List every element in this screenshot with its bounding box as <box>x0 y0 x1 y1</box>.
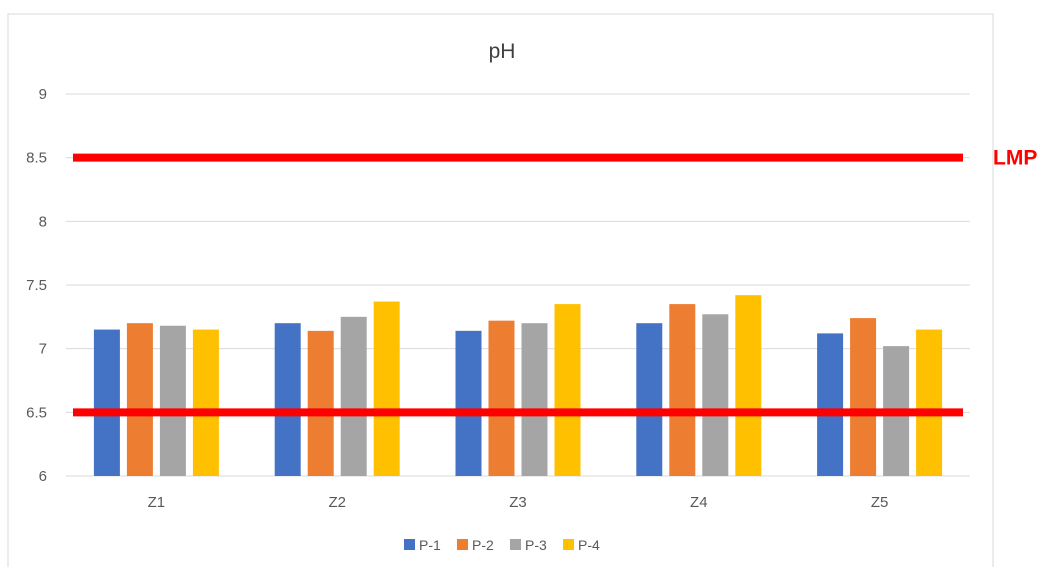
legend-label: P-2 <box>472 537 494 553</box>
legend-label: P-4 <box>578 537 600 553</box>
bar-p-4-z5 <box>916 329 943 476</box>
bar-p-3-z3 <box>521 323 548 476</box>
bar-p-4-z3 <box>554 304 581 476</box>
bar-p-2-z1 <box>126 323 153 476</box>
x-tick-label: Z1 <box>148 494 166 511</box>
bar-p-1-z4 <box>636 323 663 476</box>
bar-p-4-z1 <box>192 329 219 476</box>
reference-line-label: LMP <box>993 147 1037 170</box>
chart-title: pH <box>489 40 516 63</box>
legend-swatch <box>457 539 468 550</box>
legend-label: P-1 <box>419 537 441 553</box>
y-tick-label: 6.5 <box>26 404 47 421</box>
bar-p-2-z2 <box>307 330 334 476</box>
bar-p-4-z2 <box>373 301 400 476</box>
y-tick-label: 8.5 <box>26 150 47 167</box>
reference-lines: LMP <box>73 147 1037 417</box>
x-tick-label: Z2 <box>328 494 346 511</box>
x-tick-label: Z5 <box>871 494 889 511</box>
y-tick-label: 7 <box>39 341 47 358</box>
bar-p-1-z5 <box>817 333 844 476</box>
bar-p-1-z1 <box>93 329 120 476</box>
x-tick-label: Z4 <box>690 494 708 511</box>
y-tick-label: 8 <box>39 213 47 230</box>
bar-p-3-z1 <box>159 325 186 476</box>
bar-p-3-z2 <box>340 316 367 476</box>
bar-p-2-z5 <box>850 318 877 476</box>
bar-p-3-z4 <box>702 314 729 476</box>
bar-p-2-z3 <box>488 320 515 476</box>
legend-swatch <box>563 539 574 550</box>
legend-swatch <box>510 539 521 550</box>
y-axis-tick-labels: 6 6.5 7 7.5 8 8.5 9 <box>26 86 47 485</box>
y-tick-label: 7.5 <box>26 277 47 294</box>
legend-swatch <box>404 539 415 550</box>
legend: P-1 P-2 P-3 P-4 <box>404 537 600 553</box>
chart-border <box>7 13 994 567</box>
bar-p-2-z4 <box>669 304 696 476</box>
y-tick-label: 6 <box>39 468 47 485</box>
bar-p-1-z2 <box>274 323 301 476</box>
bars <box>93 295 943 476</box>
x-axis-tick-labels: Z1 Z2 Z3 Z4 Z5 <box>148 494 889 511</box>
bar-p-4-z4 <box>735 295 762 476</box>
y-tick-label: 9 <box>39 86 47 103</box>
legend-label: P-3 <box>525 537 547 553</box>
x-tick-label: Z3 <box>509 494 527 511</box>
bar-p-1-z3 <box>455 330 482 476</box>
